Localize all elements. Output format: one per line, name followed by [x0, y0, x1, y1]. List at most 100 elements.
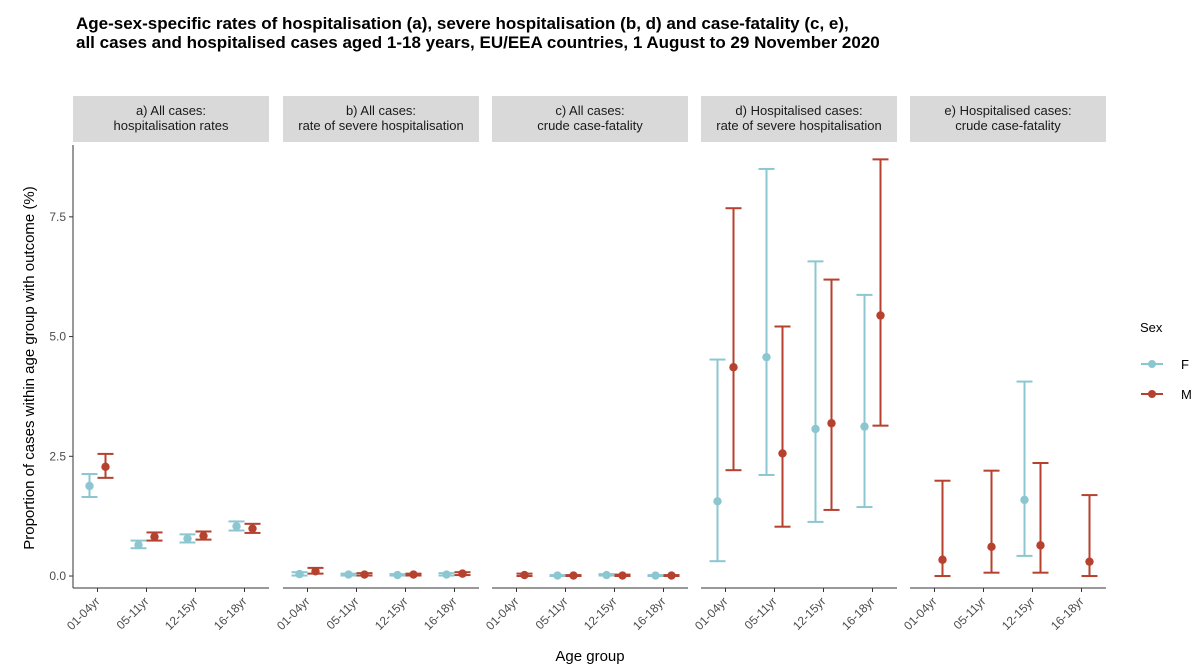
- panel-c: c) All cases:crude case-fatality 01-04yr 0…: [483, 96, 688, 633]
- data-point-F: [344, 570, 353, 579]
- error-bar-F: [758, 167, 775, 476]
- panel-strip: [283, 96, 479, 142]
- y-tick-label: 0.0: [49, 569, 66, 583]
- x-tick-label: 01-04yr: [274, 594, 313, 633]
- data-point-F: [393, 570, 402, 580]
- x-tick-label: 01-04yr: [483, 594, 522, 633]
- data-point-F: [651, 571, 660, 580]
- x-tick-label: 16-18yr: [1048, 594, 1087, 633]
- data-point-F: [85, 481, 94, 491]
- x-tick-label: 05-11yr: [742, 594, 780, 632]
- data-point-M: [458, 569, 467, 578]
- data-point-M: [938, 555, 947, 564]
- x-tick-label: 01-04yr: [692, 594, 731, 633]
- panel-strip-label: rate of severe hospitalisation: [716, 118, 881, 133]
- error-bar-M: [774, 325, 791, 528]
- x-tick-label: 01-04yr: [64, 594, 103, 633]
- x-tick-label: 05-11yr: [533, 594, 571, 632]
- error-bar-M: [823, 278, 840, 511]
- data-point-M: [729, 363, 738, 372]
- data-point-M: [360, 570, 369, 579]
- data-point-M: [569, 571, 578, 580]
- panel-strip-label: c) All cases:: [555, 103, 624, 118]
- legend-key-point: [1148, 390, 1156, 398]
- x-tick-label: 12-15yr: [162, 594, 201, 633]
- data-point-M: [827, 419, 836, 428]
- y-axis-title: Proportion of cases within age group wit…: [21, 186, 38, 550]
- error-bar-M: [146, 531, 163, 542]
- error-bar-F: [709, 358, 726, 563]
- data-point-M: [1036, 541, 1045, 550]
- error-bar-F: [340, 570, 357, 579]
- panel-b: b) All cases:rate of severe hospitalisat…: [274, 96, 479, 633]
- error-bar-M: [614, 571, 631, 580]
- panel-strip-label: crude case-fatality: [955, 118, 1061, 133]
- data-point-M: [248, 524, 257, 533]
- y-tick-label: 7.5: [49, 210, 66, 224]
- data-point-M: [150, 532, 159, 541]
- panel-a: a) All cases:hospitalisation rates 01-04y…: [64, 96, 269, 633]
- x-tick-label: 12-15yr: [372, 594, 411, 633]
- legend-label: F: [1181, 357, 1189, 372]
- error-bar-M: [307, 566, 324, 576]
- error-bar-M: [516, 570, 533, 580]
- panel-strip-label: rate of severe hospitalisation: [298, 118, 463, 133]
- y-axis: 0.0 2.5 5.0 7.5: [49, 145, 74, 588]
- data-point-F: [1020, 495, 1029, 505]
- data-point-M: [520, 570, 529, 580]
- legend: Sex FM: [1140, 320, 1192, 402]
- x-tick-label: 16-18yr: [421, 594, 460, 633]
- x-tick-label: 12-15yr: [581, 594, 620, 633]
- data-point-M: [667, 571, 676, 580]
- panel-d: d) Hospitalised cases:rate of severe hos…: [692, 96, 897, 633]
- error-bar-F: [81, 473, 98, 499]
- panel-strip-label: crude case-fatality: [537, 118, 643, 133]
- error-bar-F: [291, 569, 308, 579]
- data-point-M: [101, 462, 110, 472]
- error-bar-F: [549, 571, 566, 580]
- error-bar-M: [663, 571, 680, 580]
- error-bar-M: [725, 207, 742, 472]
- data-point-M: [199, 531, 208, 540]
- panel-strip: [910, 96, 1106, 142]
- error-bar-F: [807, 260, 824, 523]
- data-point-M: [778, 449, 787, 458]
- panel-strip-label: e) Hospitalised cases:: [944, 103, 1071, 118]
- x-tick-label: 16-18yr: [630, 594, 669, 633]
- data-point-F: [442, 570, 451, 579]
- error-bar-M: [454, 569, 471, 578]
- data-point-F: [602, 570, 611, 580]
- chart-title-line-1: Age-sex-specific rates of hospitalisatio…: [76, 14, 849, 33]
- error-bar-F: [179, 533, 196, 544]
- chart-title: Age-sex-specific rates of hospitalisatio…: [76, 14, 880, 52]
- error-bar-M: [872, 158, 889, 427]
- legend-key-point: [1148, 360, 1156, 368]
- x-tick-label: 16-18yr: [211, 594, 250, 633]
- data-point-F: [713, 497, 722, 506]
- x-tick-label: 12-15yr: [790, 594, 829, 633]
- data-point-F: [553, 571, 562, 580]
- error-bar-F: [228, 520, 245, 532]
- panel-e: e) Hospitalised cases:crude case-fatalit…: [901, 96, 1106, 633]
- data-point-M: [876, 311, 885, 320]
- error-bar-M: [565, 571, 582, 580]
- data-point-F: [762, 352, 771, 362]
- legend-title: Sex: [1140, 320, 1163, 335]
- data-point-M: [409, 570, 418, 579]
- error-bar-M: [97, 452, 114, 479]
- error-bar-F: [389, 570, 406, 580]
- data-point-M: [987, 542, 996, 552]
- error-bar-F: [438, 570, 455, 579]
- error-bar-M: [1081, 494, 1098, 578]
- panel-strip: [701, 96, 897, 142]
- y-tick-label: 2.5: [49, 449, 66, 463]
- data-point-F: [183, 534, 192, 543]
- error-bar-F: [1016, 380, 1033, 557]
- legend-label: M: [1181, 387, 1192, 402]
- error-bar-M: [195, 530, 212, 541]
- error-bar-F: [598, 570, 615, 580]
- error-bar-M: [934, 479, 951, 578]
- error-bar-M: [983, 469, 1000, 574]
- data-point-F: [134, 540, 143, 550]
